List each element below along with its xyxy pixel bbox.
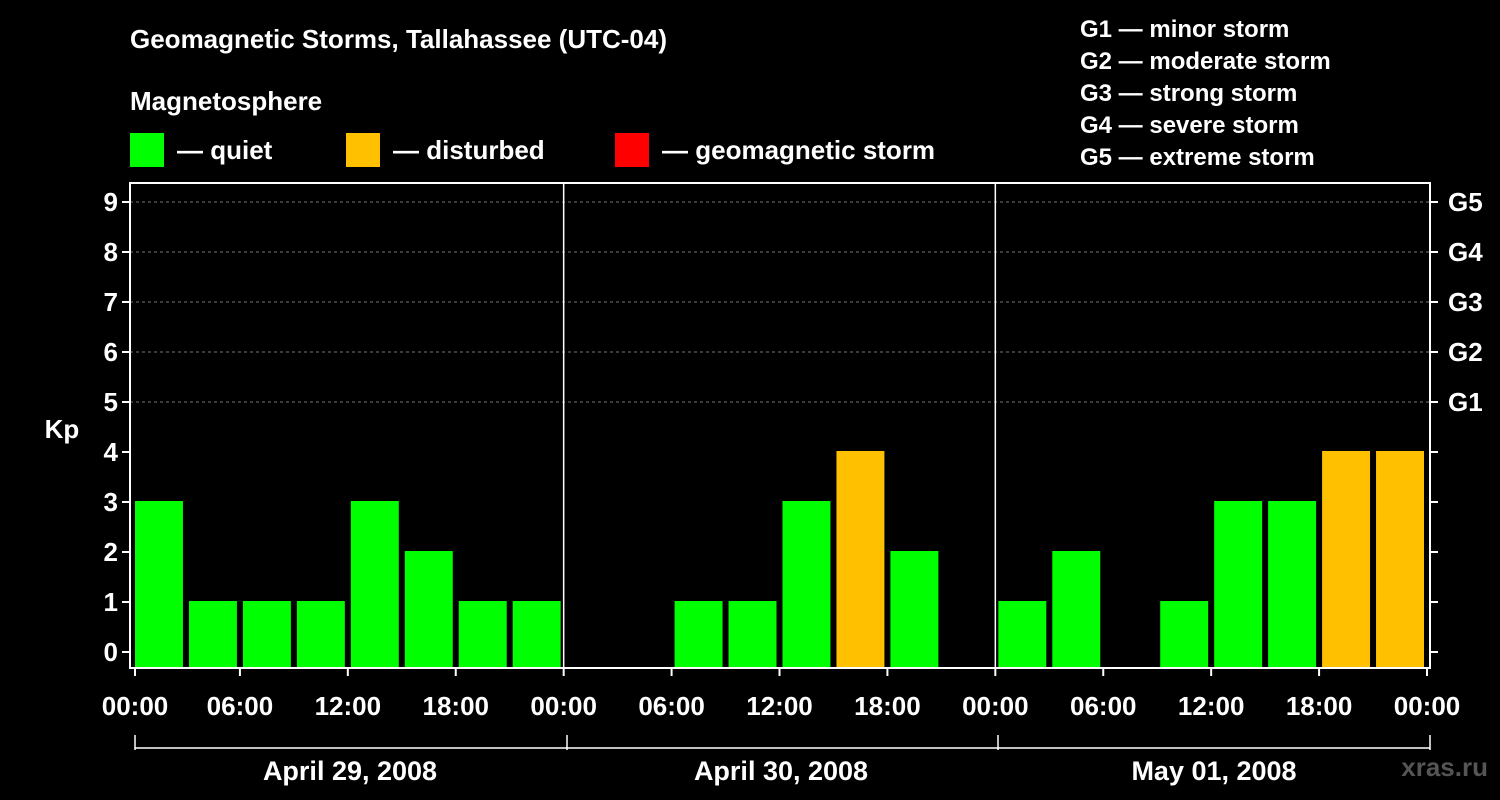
y-tick-label-1: 1 [104, 587, 118, 617]
kp-bar-14 [890, 551, 939, 668]
legend-label-disturbed: — disturbed [393, 134, 545, 165]
kp-bar-21 [1268, 501, 1317, 668]
right-label-g3: G3 [1448, 287, 1483, 317]
x-tick-label-9: 06:00 [1070, 691, 1137, 721]
kp-bar-17 [1052, 551, 1101, 668]
storm-scale-g3: G3 — strong storm [1080, 80, 1298, 107]
kp-bar-2 [242, 601, 291, 668]
y-axis-title: Kp [45, 414, 80, 444]
kp-bar-19 [1160, 601, 1209, 668]
kp-bar-3 [296, 601, 345, 668]
legend-label-storm: — geomagnetic storm [662, 134, 936, 165]
credit-watermark: xras.ru [1401, 752, 1488, 782]
kp-bar-4 [350, 501, 399, 668]
kp-bar-10 [674, 601, 723, 668]
x-tick-label-10: 12:00 [1178, 691, 1245, 721]
right-label-g5: G5 [1448, 187, 1483, 217]
y-tick-label-0: 0 [104, 637, 118, 667]
legend-item-disturbed: — disturbed [346, 133, 545, 167]
day-label-2: May 01, 2008 [1131, 756, 1296, 786]
kp-bar-20 [1214, 501, 1263, 668]
legend-item-quiet: — quiet [130, 133, 272, 167]
y-tick-label-3: 3 [104, 487, 118, 517]
right-label-g2: G2 [1448, 337, 1483, 367]
y-tick-label-2: 2 [104, 537, 118, 567]
legend-item-storm: — geomagnetic storm [615, 133, 935, 167]
y-tick-label-9: 9 [104, 187, 118, 217]
right-label-g4: G4 [1448, 237, 1483, 267]
kp-bar-22 [1322, 451, 1371, 668]
legend-label-quiet: — quiet [177, 134, 273, 165]
storm-scale-g1: G1 — minor storm [1080, 16, 1290, 43]
day-label-1: April 30, 2008 [694, 756, 868, 786]
kp-bar-6 [458, 601, 507, 668]
kp-bar-0 [135, 501, 183, 668]
x-tick-label-5: 06:00 [638, 691, 705, 721]
x-tick-label-8: 00:00 [962, 691, 1029, 721]
chart-title: Geomagnetic Storms, Tallahassee (UTC-04) [130, 24, 668, 54]
legend-swatch-storm [615, 133, 649, 167]
y-tick-label-5: 5 [104, 387, 118, 417]
x-tick-label-3: 18:00 [423, 691, 490, 721]
x-tick-label-6: 12:00 [746, 691, 813, 721]
kp-bar-1 [188, 601, 237, 668]
storm-scale-g2: G2 — moderate storm [1080, 48, 1331, 75]
y-tick-label-6: 6 [104, 337, 118, 367]
kp-bar-16 [998, 601, 1047, 668]
legend-swatch-disturbed [346, 133, 380, 167]
right-label-g1: G1 [1448, 387, 1483, 417]
x-tick-label-7: 18:00 [854, 691, 921, 721]
x-tick-label-4: 00:00 [530, 691, 597, 721]
x-tick-label-12: 00:00 [1394, 691, 1461, 721]
x-tick-label-2: 12:00 [315, 691, 382, 721]
x-tick-label-1: 06:00 [207, 691, 274, 721]
kp-bar-7 [512, 601, 561, 668]
day-label-0: April 29, 2008 [263, 756, 437, 786]
x-tick-label-0: 00:00 [102, 691, 169, 721]
legend-heading: Magnetosphere [130, 86, 323, 116]
y-tick-label-7: 7 [104, 287, 118, 317]
x-tick-label-11: 18:00 [1286, 691, 1353, 721]
storm-scale-g4: G4 — severe storm [1080, 112, 1299, 139]
legend-swatch-quiet [130, 133, 164, 167]
kp-bar-23 [1376, 451, 1424, 668]
storm-scale-list: G1 — minor storm G2 — moderate storm G3 … [1080, 14, 1331, 174]
storm-scale-g5: G5 — extreme storm [1080, 144, 1315, 171]
y-tick-label-8: 8 [104, 237, 118, 267]
y-tick-label-4: 4 [104, 437, 119, 467]
kp-bar-12 [782, 501, 831, 668]
kp-bar-11 [728, 601, 777, 668]
kp-bar-13 [836, 451, 885, 668]
kp-bar-5 [404, 551, 453, 668]
